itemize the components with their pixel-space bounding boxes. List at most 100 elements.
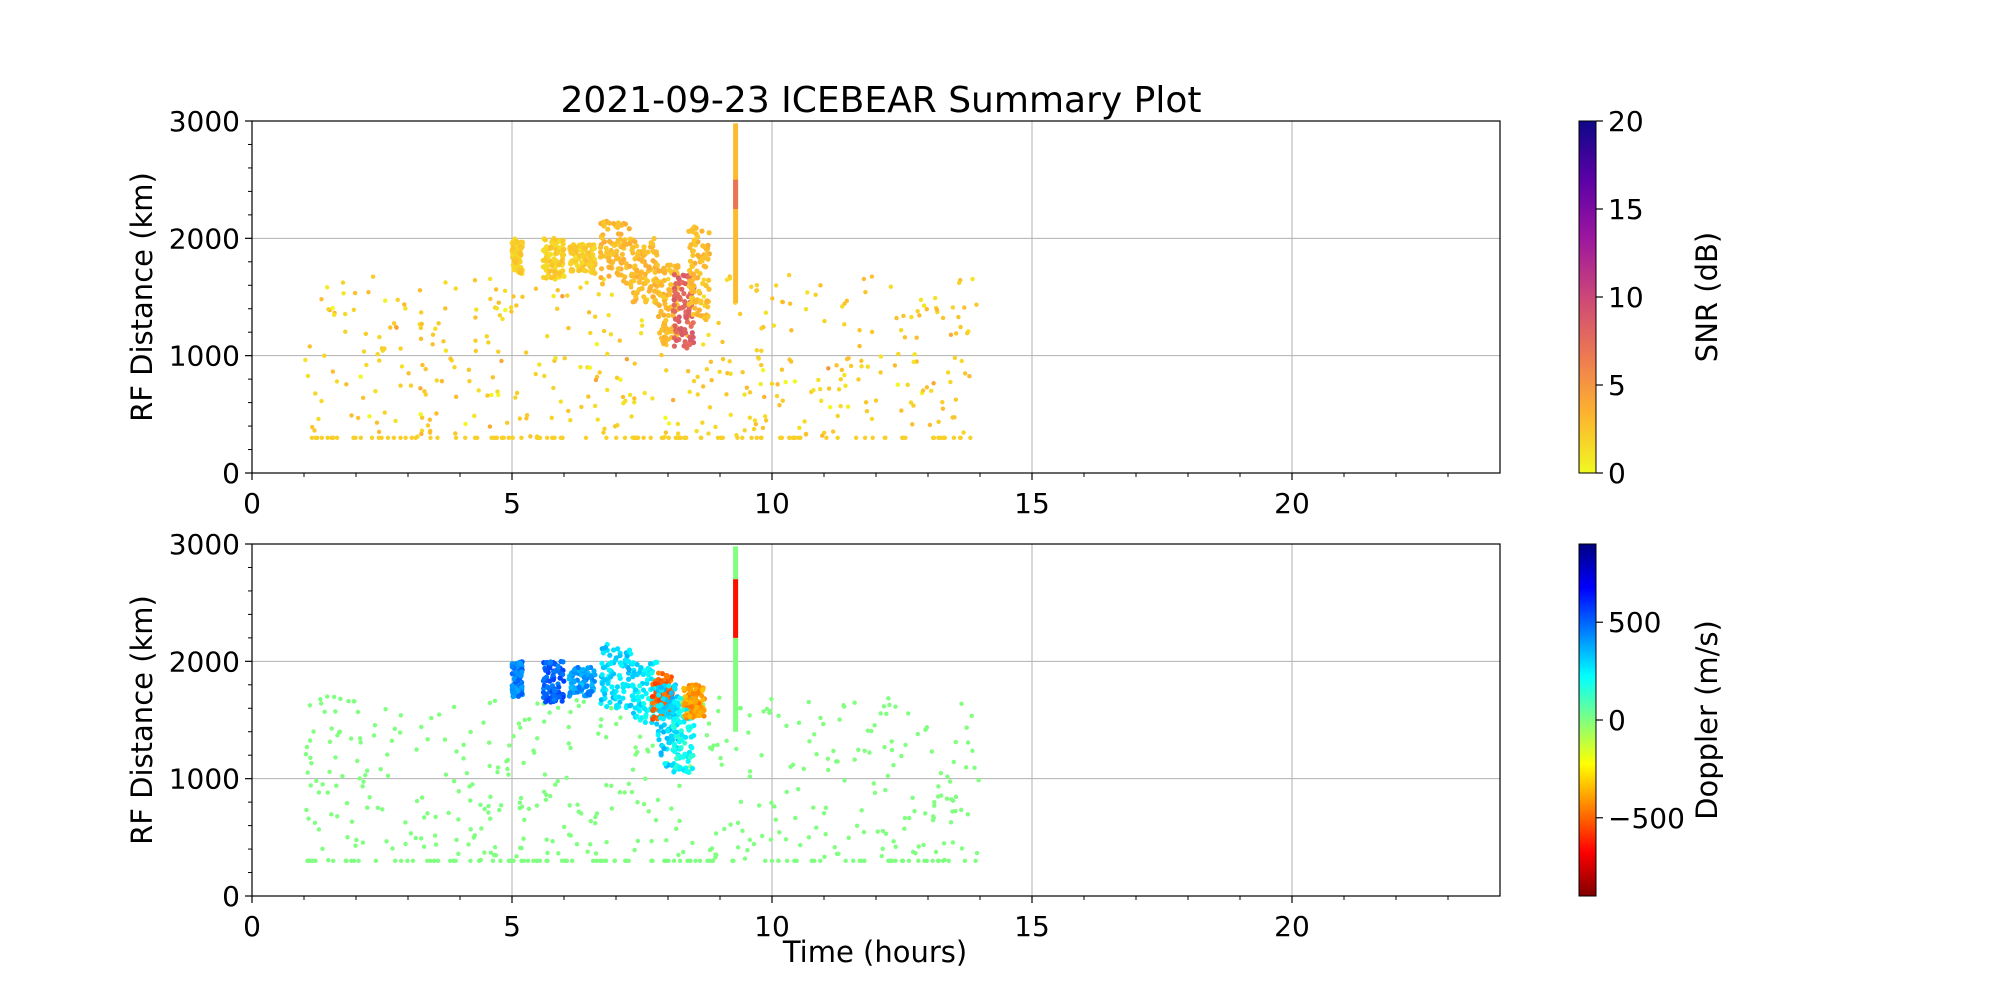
scatter-point [940,406,946,411]
cluster-point [603,245,609,251]
scatter-point [885,773,891,779]
cluster-point [631,670,637,676]
baseline-point [792,858,797,863]
cluster-point [551,256,557,262]
cluster-point [704,298,710,304]
scatter-point [364,362,369,368]
cluster-point [628,282,634,288]
cluster-point [678,744,684,751]
scatter-point [646,809,651,814]
baseline-point [531,858,536,863]
scatter-point [417,288,423,293]
cluster-point [688,295,694,301]
cluster-point [664,735,670,741]
cluster-point [658,308,664,314]
cluster-point [661,334,667,340]
scatter-point [493,853,499,858]
baseline-point [453,435,459,440]
cluster-point [671,741,677,747]
scatter-point [751,841,757,847]
scatter-point [680,849,686,855]
scatter-point [383,706,388,712]
scatter-point [575,802,580,807]
scatter-point [911,403,916,408]
cluster-point [514,664,520,670]
scatter-point [322,709,327,714]
scatter-point [964,725,969,730]
scatter-point [775,382,780,387]
cluster-point [628,702,634,708]
cluster-point [607,699,613,705]
cluster-point [653,249,659,255]
colorbar-tick-label: 10 [1608,281,1644,314]
scatter-point [838,377,844,382]
scatter-point [950,840,956,845]
scatter-point [568,418,573,423]
scatter-point [921,842,926,848]
scatter-point [818,398,824,403]
cluster-point [624,241,630,247]
scatter-point [601,328,607,334]
scatter-point [593,814,598,820]
baseline-point [425,858,430,863]
cluster-point [576,267,582,273]
baseline-point [468,858,473,863]
cluster-point [689,682,695,688]
scatter-point [774,393,780,399]
scatter-point [537,362,542,367]
scatter-point [547,710,552,715]
cluster-point [599,672,605,678]
cluster-point [611,242,617,249]
baseline-point [666,435,672,440]
scatter-point [759,362,764,368]
baseline-point [435,435,440,440]
cluster-point [705,313,711,320]
scatter-point [511,294,516,299]
baseline-point [688,858,693,863]
scatter-point [566,741,571,746]
scatter-point [706,332,711,338]
cluster-point [555,663,561,669]
baseline-point [392,858,398,863]
scatter-point [653,817,659,823]
scatter-point [932,803,937,808]
scatter-point [902,826,907,831]
scatter-point [495,770,500,775]
scatter-point [378,767,383,772]
scatter-point [944,796,950,801]
baseline-point [525,858,531,863]
y-tick-label: 3000 [169,528,240,561]
cluster-point [510,240,516,246]
cluster-point [540,264,546,270]
cluster-point [651,714,657,720]
scatter-point [425,737,430,742]
scatter-point [496,300,501,305]
scatter-point [344,382,349,387]
cluster-point [517,270,523,276]
scatter-point [421,844,427,849]
scatter-point [787,301,793,306]
scatter-point [953,739,959,745]
cluster-point [586,242,592,248]
scatter-point [788,764,793,769]
cluster-point [517,244,523,250]
scatter-point [958,807,964,813]
cluster-point [662,270,668,276]
x-tick-label: 20 [1274,487,1310,520]
cluster-point [559,252,566,258]
scatter-point [839,367,845,373]
cluster-point [690,311,696,318]
cluster-point [658,750,664,756]
cluster-point [509,664,515,670]
cluster-point [675,264,681,270]
scatter-point [333,709,338,714]
scatter-point [354,837,359,843]
plot-area [252,121,1500,473]
scatter-point [752,418,758,423]
cluster-point [677,719,683,725]
baseline-point [329,435,334,440]
scatter-point [472,278,478,283]
cluster-point [678,754,685,760]
scatter-point [941,841,947,846]
